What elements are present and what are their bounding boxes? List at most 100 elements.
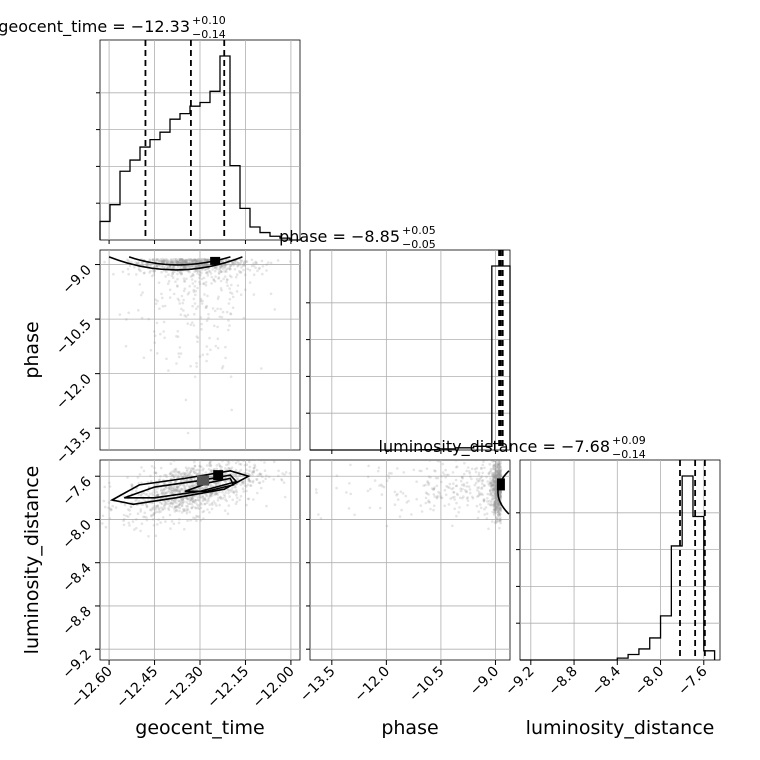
- scatter-point: [165, 486, 168, 489]
- scatter-point: [169, 266, 172, 270]
- scatter-point: [223, 263, 226, 266]
- scatter-point: [427, 499, 430, 502]
- scatter-point: [497, 502, 501, 506]
- scatter-point: [175, 489, 179, 493]
- scatter-point: [161, 502, 164, 506]
- scatter-point: [155, 504, 159, 508]
- scatter-point: [171, 266, 175, 270]
- scatter-point: [178, 500, 181, 503]
- scatter-point: [142, 469, 146, 473]
- scatter-point: [126, 476, 129, 479]
- scatter-point: [194, 501, 197, 505]
- scatter-point: [440, 496, 444, 500]
- scatter-point: [182, 277, 186, 281]
- scatter-point: [170, 274, 174, 278]
- scatter-point: [108, 481, 111, 485]
- scatter-point: [183, 279, 186, 283]
- scatter-point: [171, 258, 175, 261]
- title-phase: phase = −8.85: [279, 227, 400, 246]
- scatter-point: [178, 261, 181, 265]
- scatter-point: [194, 259, 197, 263]
- scatter-point: [456, 493, 460, 497]
- scatter-point: [187, 473, 190, 477]
- scatter-point: [465, 481, 469, 485]
- scatter-point: [493, 473, 496, 477]
- scatter-point: [494, 504, 497, 508]
- scatter-point: [494, 481, 498, 484]
- scatter-point: [171, 260, 174, 264]
- scatter-point: [177, 355, 181, 359]
- scatter-point: [224, 356, 227, 360]
- scatter-point: [438, 492, 442, 495]
- scatter-point: [177, 352, 180, 355]
- scatter-point: [498, 464, 502, 468]
- scatter-point: [231, 486, 234, 489]
- scatter-point: [174, 467, 178, 471]
- scatter-point: [441, 462, 445, 466]
- scatter-point: [179, 258, 182, 262]
- scatter-point: [257, 481, 261, 485]
- scatter-point: [248, 465, 252, 469]
- scatter-point: [208, 493, 212, 497]
- scatter-point: [258, 472, 261, 476]
- scatter-point: [145, 262, 148, 265]
- scatter-point: [152, 330, 156, 333]
- scatter-panel-geocent_time-vs-luminosity_distance: [99, 459, 301, 661]
- scatter-point: [192, 324, 196, 327]
- scatter-point: [226, 512, 230, 515]
- scatter-point: [497, 460, 501, 464]
- scatter-point: [494, 503, 497, 507]
- scatter-point: [494, 495, 497, 499]
- ytick-label-luminosity_distance-0: −9.2: [59, 647, 94, 682]
- scatter-point: [258, 266, 261, 270]
- scatter-point: [418, 469, 422, 473]
- scatter-point: [255, 261, 258, 265]
- scatter-point: [252, 479, 255, 483]
- scatter-point: [242, 481, 246, 485]
- scatter-point: [156, 523, 159, 526]
- scatter-point: [191, 497, 194, 500]
- scatter-point: [184, 261, 188, 265]
- scatter-point: [174, 506, 178, 509]
- scatter-point: [430, 487, 434, 490]
- scatter-point: [498, 463, 501, 466]
- scatter-point: [450, 487, 453, 491]
- scatter-point: [176, 260, 179, 264]
- scatter-point: [499, 470, 502, 473]
- scatter-point: [215, 492, 218, 495]
- scatter-point: [393, 490, 397, 494]
- scatter-point: [187, 502, 190, 506]
- scatter-point: [488, 493, 492, 497]
- scatter-point: [189, 468, 193, 471]
- scatter-point: [498, 465, 501, 469]
- scatter-point: [172, 498, 176, 502]
- scatter-point: [269, 261, 273, 265]
- scatter-point: [161, 491, 164, 495]
- scatter-point: [151, 507, 155, 511]
- scatter-point: [236, 460, 240, 463]
- scatter-point: [495, 465, 499, 468]
- scatter-point: [491, 520, 494, 523]
- scatter-point: [432, 487, 436, 491]
- scatter-point: [177, 299, 181, 302]
- scatter-point: [151, 501, 155, 505]
- scatter-point: [447, 473, 450, 477]
- scatter-point: [178, 509, 181, 513]
- scatter-point: [201, 496, 205, 499]
- scatter-point: [172, 469, 175, 473]
- scatter-point: [171, 489, 174, 493]
- scatter-point: [162, 261, 166, 264]
- scatter-point: [489, 467, 493, 471]
- scatter-point: [169, 261, 173, 265]
- scatter-point: [488, 460, 491, 461]
- scatter-point: [492, 463, 496, 467]
- scatter-point: [477, 486, 481, 489]
- hist-panel-luminosity_distance: [516, 459, 721, 661]
- scatter-point: [167, 485, 171, 489]
- scatter-point: [496, 473, 500, 476]
- scatter-point: [425, 492, 429, 495]
- scatter-point: [227, 319, 230, 322]
- scatter-point: [480, 492, 483, 496]
- scatter-point: [499, 491, 502, 494]
- scatter-point: [147, 317, 150, 321]
